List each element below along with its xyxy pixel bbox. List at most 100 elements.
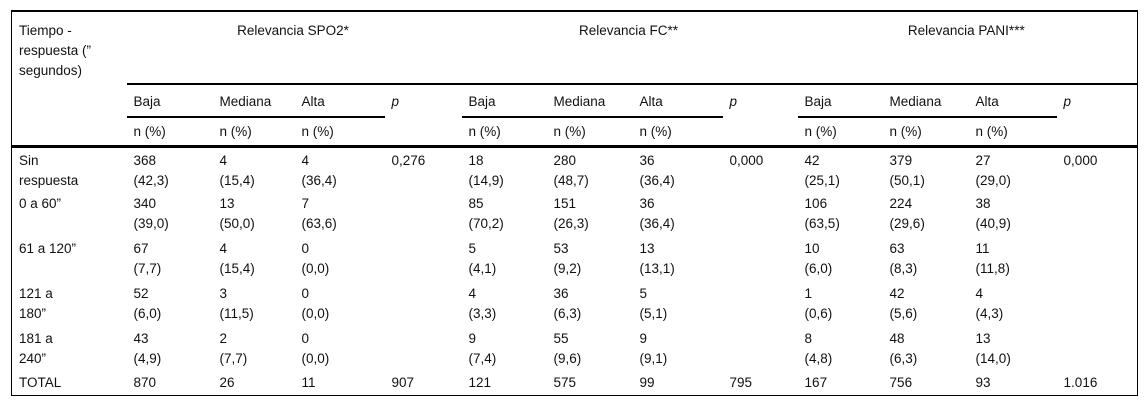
data-cell: 280 (48,7) [547, 146, 633, 191]
cell-pct: (40,9) [975, 216, 1011, 231]
row-label: Sin respuesta [19, 152, 79, 188]
col-header-baja-spo2: Baja [126, 84, 213, 118]
row-label: 61 a 120” [19, 241, 77, 256]
cell-n: 55 [553, 331, 569, 346]
cell-n: 8 [804, 331, 813, 346]
unit-header: n (%) [968, 117, 1057, 148]
cell-n: 9 [639, 331, 648, 346]
p-value-cell [723, 236, 798, 281]
cell-n: 11 [301, 375, 316, 390]
p-value-cell: 795 [729, 375, 753, 390]
cell-n: 4 [975, 286, 984, 301]
cell-pct: (15,4) [219, 172, 255, 188]
cell-n: 26 [219, 375, 235, 390]
cell-pct: (9,6) [553, 351, 582, 366]
cell-pct: (25,1) [804, 172, 840, 188]
cell-n: 5 [639, 286, 648, 301]
data-cell: 36 (6,3) [547, 281, 633, 326]
cell-n: 5 [468, 241, 477, 256]
cell-pct: (63,6) [301, 216, 337, 231]
unit-header: n (%) [461, 117, 547, 148]
data-cell: 151 (26,3) [547, 191, 633, 236]
cell-pct: (5,6) [889, 306, 918, 321]
data-cell: 106 (63,5) [798, 191, 883, 236]
cell-n: 52 [133, 286, 149, 301]
data-cell: 224 (29,6) [883, 191, 969, 236]
data-cell: 11 [295, 371, 385, 395]
row-label: TOTAL [19, 375, 62, 390]
cell-n: 42 [889, 286, 905, 301]
unit-header: n (%) [797, 117, 883, 148]
cell-pct: (5,1) [639, 306, 668, 321]
p-value-cell [723, 281, 798, 326]
data-cell: 38 (40,9) [969, 191, 1057, 236]
col-header-p-pani: p [1063, 94, 1072, 109]
data-cell: 5 (5,1) [633, 281, 723, 326]
cell-pct: (0,6) [804, 306, 833, 321]
cell-pct: (29,0) [975, 172, 1011, 188]
row-label: 0 a 60” [19, 196, 62, 211]
cell-pct: (7,7) [219, 351, 248, 366]
p-value-cell [385, 191, 462, 236]
data-cell: 55 (9,6) [547, 326, 633, 371]
cell-pct: (4,3) [975, 306, 1004, 321]
cell-n: 870 [133, 375, 157, 390]
data-cell: 48 (6,3) [883, 326, 969, 371]
cell-n: 36 [553, 286, 569, 301]
p-value-cell [385, 236, 462, 281]
cell-n: 63 [889, 241, 905, 256]
cell-n: 224 [889, 196, 913, 211]
col-header-alta-spo2: Alta [294, 84, 385, 118]
cell-n: 121 [468, 375, 492, 390]
data-cell: 10 (6,0) [798, 236, 883, 281]
data-cell: 9 (7,4) [462, 326, 547, 371]
data-cell: 7 (63,6) [295, 191, 385, 236]
unit-header: n (%) [546, 117, 633, 148]
unit-header-blank [722, 117, 798, 148]
cell-pct: (4,1) [468, 261, 497, 276]
p-value-cell: 0,000 [1063, 152, 1098, 168]
unit-header: n (%) [294, 117, 385, 148]
data-cell: 67 (7,7) [127, 236, 213, 281]
cell-pct: (4,8) [804, 351, 833, 366]
data-cell: 870 [127, 371, 213, 395]
p-value-cell [723, 191, 798, 236]
cell-pct: (36,4) [301, 172, 337, 188]
data-cell: 121 [462, 371, 547, 395]
data-cell: 0 (0,0) [295, 281, 385, 326]
cell-n: 67 [133, 241, 149, 256]
data-cell: 8 (4,8) [798, 326, 883, 371]
cell-n: 99 [639, 375, 655, 390]
cell-n: 13 [219, 196, 235, 211]
cell-pct: (14,0) [975, 351, 1011, 366]
data-cell: 18 (14,9) [462, 146, 547, 191]
cell-n: 0 [301, 286, 310, 301]
data-cell: 42 (5,6) [883, 281, 969, 326]
p-value-cell: 0,000 [729, 152, 764, 168]
cell-n: 7 [301, 196, 310, 211]
data-cell: 93 [969, 371, 1057, 395]
col-header-p-spo2: p [391, 94, 400, 109]
col-header-alta-pani: Alta [968, 84, 1057, 118]
cell-n: 151 [553, 196, 577, 211]
cell-n: 93 [975, 375, 991, 390]
cell-pct: (7,4) [468, 351, 497, 366]
cell-n: 106 [804, 196, 828, 211]
cell-n: 11 [975, 241, 990, 256]
data-cell: 756 [883, 371, 969, 395]
col-header-alta-fc: Alta [632, 84, 723, 118]
cell-pct: (70,2) [468, 216, 504, 231]
row-label: 121 a 180” [19, 286, 53, 321]
unit-header: n (%) [632, 117, 723, 148]
unit-header-blank [1056, 117, 1138, 148]
cell-n: 10 [804, 241, 820, 256]
cell-n: 36 [639, 196, 655, 211]
cell-n: 340 [133, 196, 157, 211]
cell-pct: (9,2) [553, 261, 582, 276]
cell-pct: (26,3) [553, 216, 589, 231]
cell-pct: (13,1) [639, 261, 675, 276]
data-cell: 63 (8,3) [883, 236, 969, 281]
unit-header: n (%) [882, 117, 969, 148]
p-value-cell [1057, 236, 1138, 281]
cell-n: 756 [889, 375, 913, 390]
